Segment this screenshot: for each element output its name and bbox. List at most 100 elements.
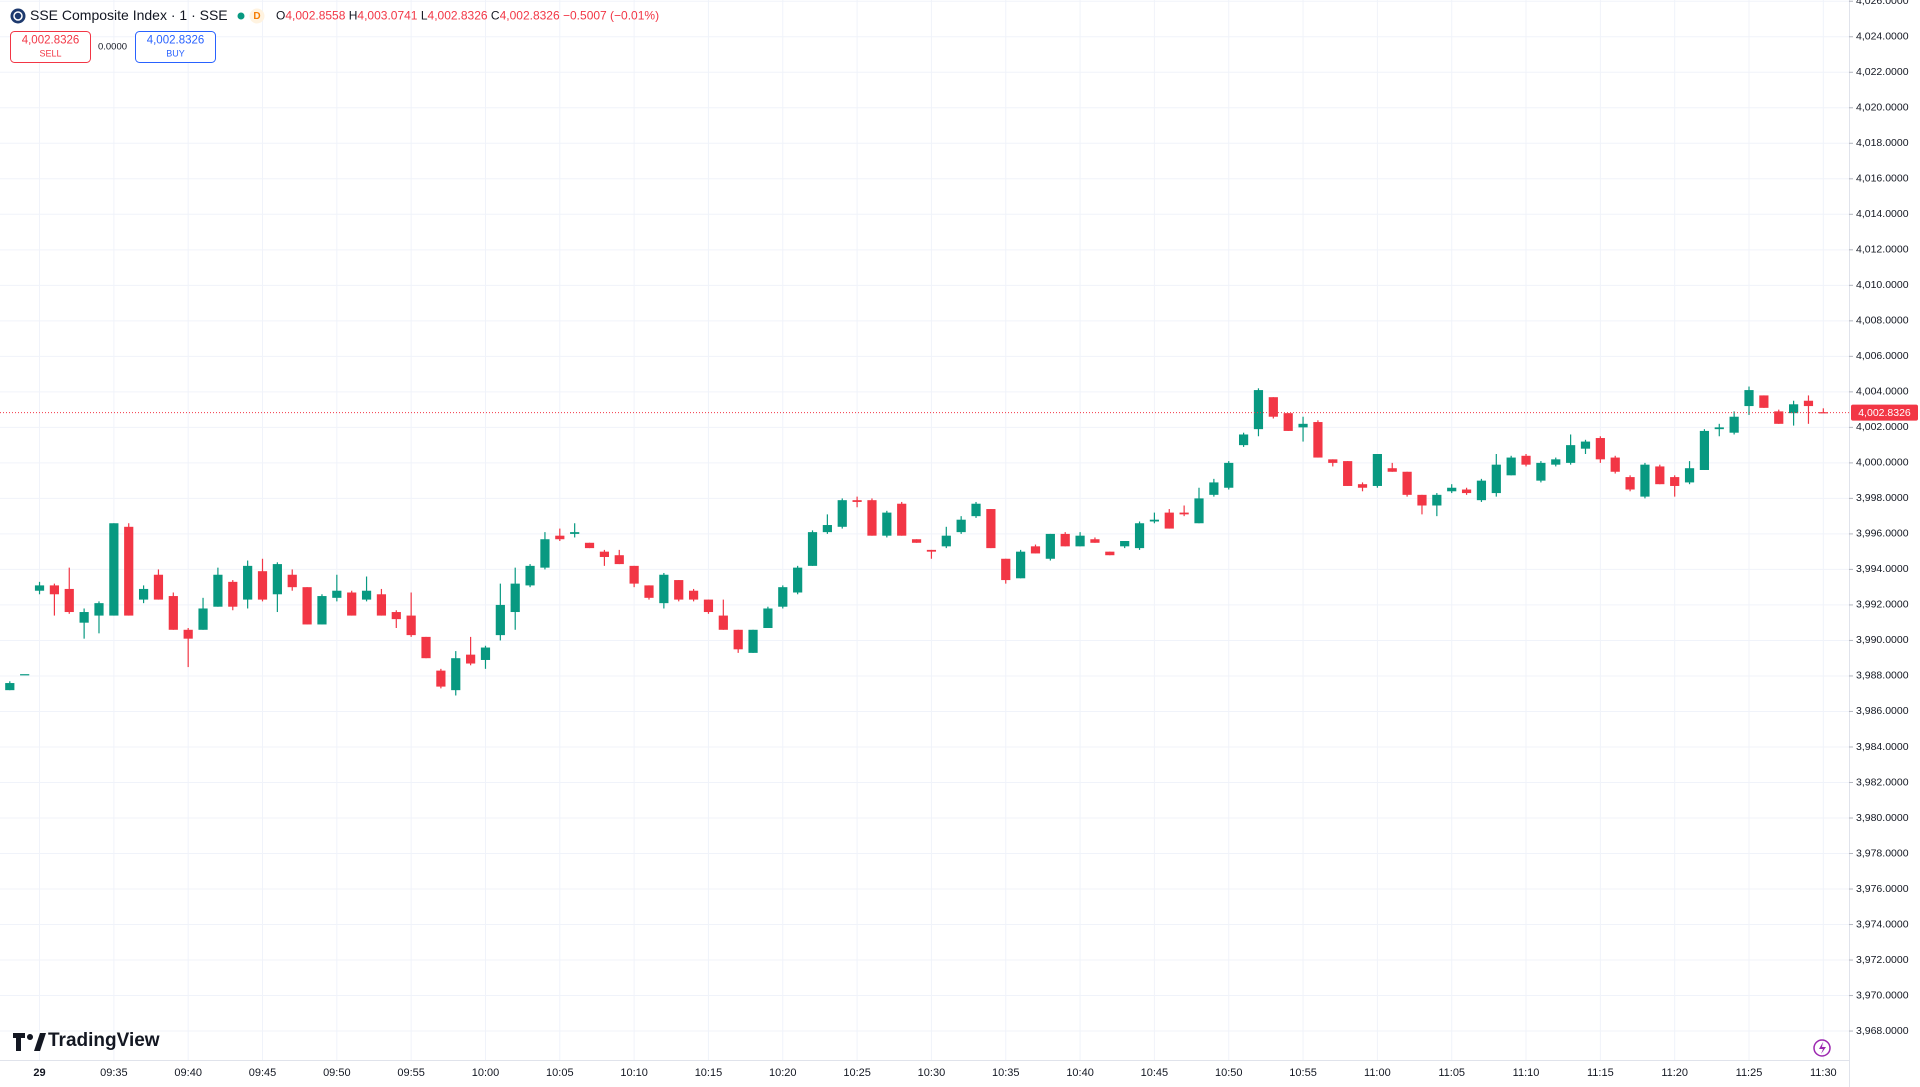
candle-body xyxy=(34,585,45,591)
y-tick-label: 4,002.0000 xyxy=(1856,421,1909,433)
sell-button[interactable]: 4,002.8326 SELL xyxy=(10,31,91,63)
candle-body xyxy=(867,500,877,536)
y-tick-label: 4,012.0000 xyxy=(1856,244,1909,256)
candle-body xyxy=(718,615,728,630)
y-tick-label: 4,022.0000 xyxy=(1856,66,1909,78)
candle-body xyxy=(555,535,565,540)
candle-body xyxy=(20,674,30,676)
candle-body xyxy=(213,574,223,607)
candle-body xyxy=(1461,489,1472,494)
candle-body xyxy=(287,574,297,588)
candle-body xyxy=(688,590,699,600)
sell-label[interactable]: SELL xyxy=(39,48,61,58)
x-tick-label: 09:55 xyxy=(397,1067,425,1079)
logo: TradingView xyxy=(13,1030,160,1051)
x-tick-label: 10:30 xyxy=(918,1067,946,1079)
ohlc-value: 4,002.8326 xyxy=(500,9,560,23)
candle-body xyxy=(1253,390,1264,430)
candles xyxy=(0,386,1849,696)
x-tick-label: 09:50 xyxy=(323,1067,351,1079)
y-tick-label: 3,994.0000 xyxy=(1856,563,1909,575)
y-tick-label: 4,020.0000 xyxy=(1856,102,1909,114)
candle-body xyxy=(748,629,758,653)
candle-body xyxy=(1476,480,1487,501)
candle-body xyxy=(1030,546,1041,554)
candle-body xyxy=(317,596,327,625)
change: −0.5007 (−0.01%) xyxy=(563,9,659,23)
x-tick-label: 11:10 xyxy=(1513,1067,1540,1079)
buy-box[interactable] xyxy=(135,31,216,63)
x-tick-label: 10:10 xyxy=(620,1067,648,1079)
candle-body xyxy=(897,503,907,536)
candle-body xyxy=(1238,434,1249,446)
y-tick-label: 3,968.0000 xyxy=(1856,1025,1909,1037)
candle-body xyxy=(1120,541,1130,547)
sell-box[interactable] xyxy=(10,31,91,63)
candle-body xyxy=(793,567,803,593)
candle-body xyxy=(183,629,193,639)
symbol-icon-ring xyxy=(13,11,23,21)
badge: D xyxy=(253,11,260,22)
ohlc-label: L xyxy=(421,9,428,23)
x-tick-label: 10:25 xyxy=(843,1067,871,1079)
buy-button[interactable]: 4,002.8326 BUY xyxy=(135,31,216,63)
candle-body xyxy=(302,587,312,625)
candle-body xyxy=(674,580,684,600)
candle-body xyxy=(659,574,669,604)
candle-body xyxy=(1298,423,1308,428)
y-tick-label: 3,998.0000 xyxy=(1856,492,1909,504)
candle-body xyxy=(138,588,149,600)
candle-body xyxy=(64,588,74,613)
candle-body xyxy=(1803,400,1814,407)
candle-body xyxy=(703,599,714,613)
buy-label[interactable]: BUY xyxy=(166,48,185,58)
candle-body xyxy=(1818,412,1828,414)
candle-body xyxy=(1194,498,1204,524)
x-tick-label: 11:05 xyxy=(1438,1067,1465,1079)
y-tick-label: 4,010.0000 xyxy=(1856,279,1909,291)
candle-body xyxy=(956,519,966,533)
y-tick-label: 3,992.0000 xyxy=(1856,599,1909,611)
y-tick-label: 3,984.0000 xyxy=(1856,741,1909,753)
candle-body xyxy=(243,565,253,600)
y-tick-label: 4,000.0000 xyxy=(1856,457,1909,469)
x-tick-label: 10:45 xyxy=(1141,1067,1169,1079)
candle-body xyxy=(1045,533,1055,559)
candle-body xyxy=(406,615,416,636)
candle-body xyxy=(644,585,654,598)
ohlc-values: O4,002.8558 H4,003.0741 L4,002.8326 C4,0… xyxy=(276,9,659,23)
candle-body xyxy=(911,539,922,543)
ohlc-value: 4,002.8558 xyxy=(285,9,345,23)
x-tick-label: 10:15 xyxy=(695,1067,723,1079)
x-tick-label: 10:20 xyxy=(769,1067,797,1079)
legend-header: SSE Composite Index · 1 · SSE D O4,002.8… xyxy=(10,7,659,24)
candle-body xyxy=(495,604,505,636)
y-tick-label: 4,026.0000 xyxy=(1856,0,1909,7)
x-tick-label: 11:20 xyxy=(1661,1067,1688,1079)
sell-price[interactable]: 4,002.8326 xyxy=(22,35,80,47)
x-tick-label: 11:25 xyxy=(1736,1067,1763,1079)
candle-body xyxy=(629,565,639,584)
candle-body xyxy=(540,539,550,568)
flash-icon-bolt[interactable] xyxy=(1819,1042,1826,1054)
logo-text: TradingView xyxy=(48,1030,160,1051)
candle-body xyxy=(5,683,15,691)
candle-body xyxy=(1075,535,1085,547)
candle-body xyxy=(1774,411,1784,424)
symbol-icon xyxy=(10,8,26,24)
buy-price[interactable]: 4,002.8326 xyxy=(147,35,205,47)
x-tick-label: 10:55 xyxy=(1289,1067,1317,1079)
candle-body xyxy=(614,555,624,565)
y-tick-label: 3,978.0000 xyxy=(1856,847,1909,859)
candle-body xyxy=(79,612,89,623)
ohlc-label: O xyxy=(276,9,285,23)
candle-body xyxy=(986,509,996,549)
spread: 0.0000 xyxy=(98,42,127,53)
y-tick-label: 4,018.0000 xyxy=(1856,137,1909,149)
candle-body xyxy=(1090,539,1100,543)
candle-body xyxy=(1655,466,1665,485)
candle-body xyxy=(124,526,134,616)
flash-icon[interactable] xyxy=(1813,1039,1831,1057)
candle-body xyxy=(1610,457,1620,472)
logo-icon xyxy=(13,1033,46,1051)
